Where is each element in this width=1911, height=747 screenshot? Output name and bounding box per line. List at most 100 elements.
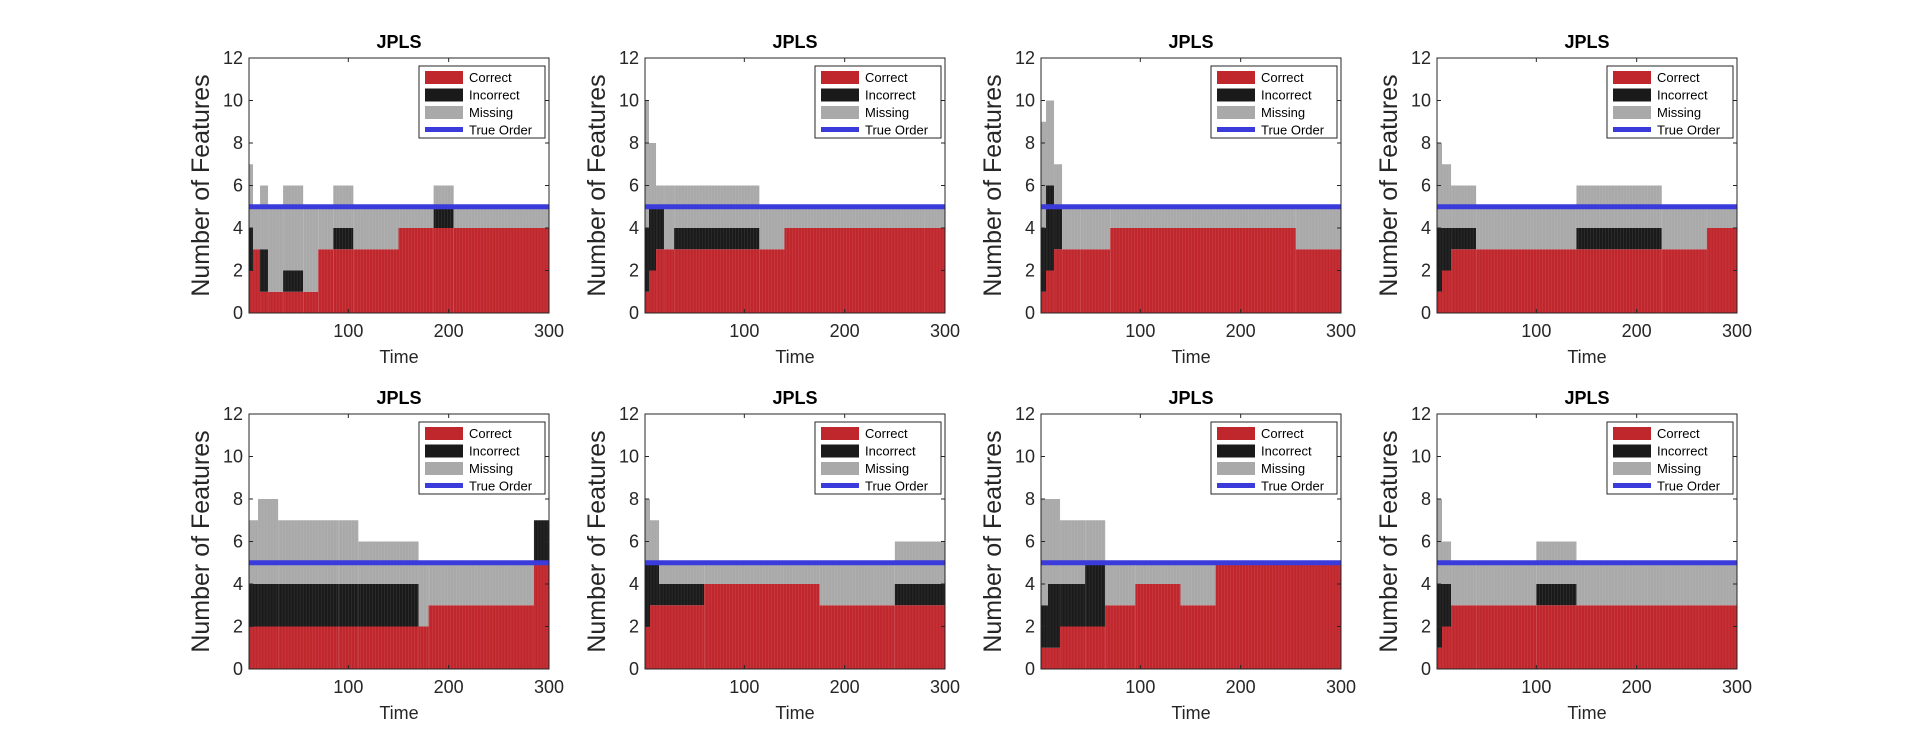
bar-missing [704, 562, 820, 584]
x-tick-label: 200 [1622, 677, 1652, 697]
bar-correct [819, 605, 895, 669]
bar-incorrect [659, 584, 705, 606]
legend: Correct Incorrect Missing True Order [1210, 421, 1338, 495]
y-tick-label: 10 [1411, 91, 1431, 111]
bar-missing [253, 206, 261, 250]
bar-missing [260, 185, 269, 250]
bar-incorrect [1085, 562, 1106, 627]
y-axis-label: Number of Features [979, 74, 1007, 296]
x-tick-label: 100 [1521, 677, 1551, 697]
x-tick-label: 300 [534, 321, 564, 341]
legend: Correct Incorrect Missing True Order [418, 65, 546, 139]
bar-missing [1041, 121, 1047, 228]
x-tick-label: 300 [1326, 321, 1356, 341]
legend-missing-label: Missing [1261, 105, 1305, 120]
y-tick-label: 0 [233, 303, 243, 323]
bar-correct [1110, 228, 1296, 313]
legend: Correct Incorrect Missing True Order [418, 421, 546, 495]
bar-correct [656, 249, 665, 313]
x-tick-label: 200 [1226, 677, 1256, 697]
x-tick-label: 300 [534, 677, 564, 697]
y-tick-label: 6 [233, 532, 243, 552]
legend-true-order-label: True Order [865, 123, 929, 138]
bar-missing [819, 562, 895, 606]
bar-correct [1576, 249, 1662, 313]
y-tick-label: 6 [1421, 532, 1431, 552]
legend: Correct Incorrect Missing True Order [814, 421, 942, 495]
bar-missing [650, 520, 660, 563]
bar-correct [1062, 249, 1081, 313]
x-axis-label: Time [379, 347, 418, 367]
bar-correct [1476, 605, 1537, 669]
bar-correct [1706, 228, 1737, 313]
x-tick-label: 300 [930, 677, 960, 697]
bar-correct [664, 249, 675, 313]
legend-correct-swatch [425, 427, 463, 440]
legend: Correct Incorrect Missing True Order [1210, 65, 1338, 139]
bar-missing [1046, 100, 1055, 186]
legend-correct-label: Correct [469, 70, 512, 85]
bar-correct [283, 291, 304, 313]
y-tick-label: 12 [1411, 48, 1431, 68]
y-tick-label: 8 [1421, 489, 1431, 509]
y-tick-label: 6 [1025, 176, 1035, 196]
legend-correct-label: Correct [1657, 70, 1700, 85]
legend-missing-label: Missing [1657, 105, 1701, 120]
bar-correct [759, 249, 785, 313]
bar-missing [1180, 562, 1216, 606]
y-tick-label: 12 [619, 48, 639, 68]
bar-correct [253, 249, 261, 313]
bar-correct [1437, 291, 1443, 313]
bar-correct [278, 626, 339, 669]
legend-missing-label: Missing [1657, 461, 1701, 476]
bar-missing [1085, 520, 1106, 563]
x-axis-label: Time [1171, 703, 1210, 723]
legend-missing-swatch [1217, 106, 1255, 119]
bar-missing [1105, 562, 1136, 606]
bar-correct [1437, 647, 1443, 669]
bar-incorrect [278, 584, 339, 627]
bar-correct [249, 270, 254, 313]
legend-true-order-label: True Order [865, 479, 929, 494]
x-tick-label: 100 [1521, 321, 1551, 341]
bar-correct [433, 228, 454, 313]
legend-incorrect-label: Incorrect [469, 88, 520, 103]
y-axis-label: Number of Features [1375, 74, 1403, 296]
y-tick-label: 10 [1411, 447, 1431, 467]
legend-true-order-label: True Order [469, 123, 533, 138]
bar-correct [1661, 249, 1707, 313]
bar-correct [1041, 647, 1049, 669]
y-tick-label: 8 [1025, 133, 1035, 153]
x-tick-label: 100 [333, 677, 363, 697]
bar-correct [1451, 249, 1477, 313]
bar-correct [533, 562, 549, 669]
subplot-4: JPLS 0 2 4 6 8 10 12 100 200 300 Time Number of Feat… [1375, 32, 1752, 367]
subplot-6: JPLS 0 2 4 6 8 10 12 100 200 300 Time Number of Feat… [583, 388, 960, 723]
legend: Correct Incorrect Missing True Order [1606, 65, 1734, 139]
legend-correct-label: Correct [1261, 70, 1304, 85]
bar-correct [784, 228, 925, 313]
bar-correct [1442, 626, 1452, 669]
bar-incorrect [650, 562, 660, 606]
bar-missing [759, 206, 785, 250]
x-tick-label: 200 [830, 677, 860, 697]
subplot-title: JPLS [376, 388, 421, 408]
y-axis-label: Number of Features [187, 430, 215, 652]
y-tick-label: 6 [1025, 532, 1035, 552]
bar-correct [1054, 249, 1063, 313]
y-tick-label: 6 [629, 176, 639, 196]
bar-missing [318, 206, 334, 250]
bar-incorrect [1536, 584, 1577, 606]
bar-correct [1046, 270, 1055, 313]
y-tick-label: 6 [629, 532, 639, 552]
legend-incorrect-label: Incorrect [1657, 88, 1708, 103]
subplot-title: JPLS [1168, 32, 1213, 52]
bar-incorrect [433, 206, 454, 228]
bar-incorrect [1442, 228, 1452, 271]
legend-incorrect-swatch [1217, 88, 1255, 102]
y-tick-label: 4 [233, 574, 243, 594]
bar-missing [1661, 206, 1707, 250]
x-tick-label: 200 [1226, 321, 1256, 341]
legend-missing-swatch [821, 462, 859, 475]
legend-true-order-label: True Order [1657, 123, 1721, 138]
